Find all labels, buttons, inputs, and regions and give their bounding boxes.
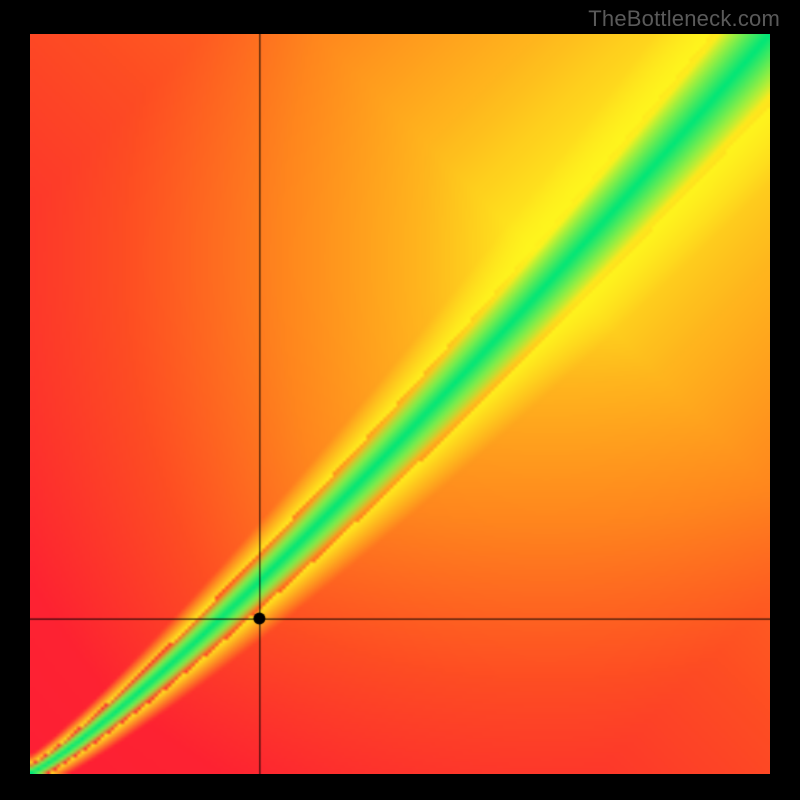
chart-container: TheBottleneck.com [0, 0, 800, 800]
bottleneck-heatmap [30, 34, 770, 774]
watermark-text: TheBottleneck.com [588, 6, 780, 32]
